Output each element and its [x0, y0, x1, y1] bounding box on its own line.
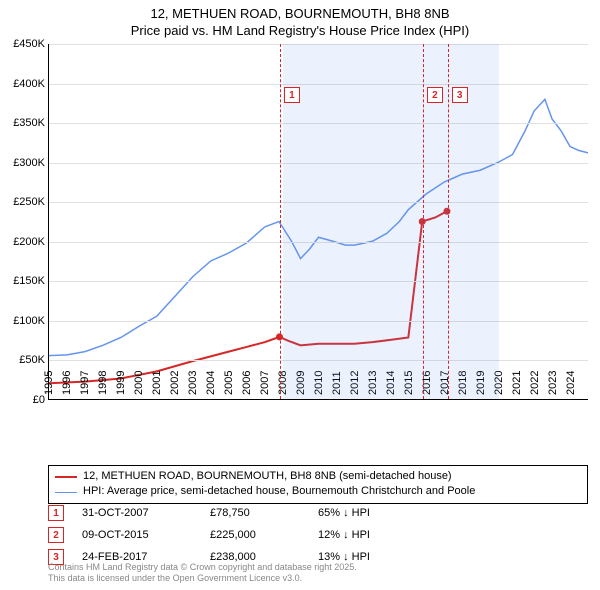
y-axis-label: £400K: [13, 78, 49, 90]
y-axis-label: £100K: [13, 315, 49, 327]
y-axis-label: £250K: [13, 196, 49, 208]
title-line-1: 12, METHUEN ROAD, BOURNEMOUTH, BH8 8NB: [0, 6, 600, 23]
legend: 12, METHUEN ROAD, BOURNEMOUTH, BH8 8NB (…: [48, 465, 588, 504]
legend-item: 12, METHUEN ROAD, BOURNEMOUTH, BH8 8NB (…: [55, 469, 581, 484]
y-axis-label: £450K: [13, 38, 49, 50]
event-vline: [423, 44, 424, 399]
event-date: 31-OCT-2007: [82, 507, 192, 519]
y-axis-label: £200K: [13, 236, 49, 248]
y-axis-label: £350K: [13, 117, 49, 129]
chart-area: £0£50K£100K£150K£200K£250K£300K£350K£400…: [48, 44, 588, 424]
footer-note: Contains HM Land Registry data © Crown c…: [48, 562, 357, 584]
title-line-2: Price paid vs. HM Land Registry's House …: [0, 23, 600, 40]
y-axis-label: £50K: [19, 354, 49, 366]
x-axis-label: 2002: [169, 371, 181, 399]
x-axis-label: 2023: [547, 371, 559, 399]
legend-swatch: [55, 492, 77, 493]
event-badge: 1: [48, 505, 64, 521]
x-axis-label: 1995: [43, 371, 55, 399]
x-axis-label: 2006: [241, 371, 253, 399]
footer-line-2: This data is licensed under the Open Gov…: [48, 573, 357, 584]
event-price: £225,000: [210, 529, 300, 541]
x-axis-label: 2003: [187, 371, 199, 399]
event-date: 09-OCT-2015: [82, 529, 192, 541]
x-axis-label: 2007: [259, 371, 271, 399]
event-badge: 3: [452, 87, 468, 103]
x-axis-label: 2001: [151, 371, 163, 399]
event-diff: 65% ↓ HPI: [318, 507, 428, 519]
x-axis-label: 1999: [115, 371, 127, 399]
event-price: £78,750: [210, 507, 300, 519]
event-badge: 1: [284, 87, 300, 103]
x-axis-label: 2004: [205, 371, 217, 399]
event-vline: [448, 44, 449, 399]
footer-line-1: Contains HM Land Registry data © Crown c…: [48, 562, 357, 573]
x-axis-label: 2021: [511, 371, 523, 399]
x-axis-label: 2005: [223, 371, 235, 399]
x-axis-label: 2022: [529, 371, 541, 399]
title-block: 12, METHUEN ROAD, BOURNEMOUTH, BH8 8NB P…: [0, 0, 600, 42]
legend-label: HPI: Average price, semi-detached house,…: [83, 484, 475, 499]
x-axis-label: 1998: [97, 371, 109, 399]
event-row: 2 09-OCT-2015 £225,000 12% ↓ HPI: [48, 524, 588, 546]
x-axis-label: 1997: [79, 371, 91, 399]
legend-item: HPI: Average price, semi-detached house,…: [55, 484, 581, 499]
event-row: 1 31-OCT-2007 £78,750 65% ↓ HPI: [48, 502, 588, 524]
event-diff: 12% ↓ HPI: [318, 529, 428, 541]
event-vline: [280, 44, 281, 399]
plot-region: £0£50K£100K£150K£200K£250K£300K£350K£400…: [48, 44, 588, 400]
x-axis-label: 1996: [61, 371, 73, 399]
y-axis-label: £300K: [13, 157, 49, 169]
legend-label: 12, METHUEN ROAD, BOURNEMOUTH, BH8 8NB (…: [83, 469, 452, 484]
event-badge: 2: [48, 527, 64, 543]
event-badge: 2: [427, 87, 443, 103]
x-axis-label: 2024: [565, 371, 577, 399]
chart-container: 12, METHUEN ROAD, BOURNEMOUTH, BH8 8NB P…: [0, 0, 600, 590]
y-axis-label: £150K: [13, 275, 49, 287]
events-table: 1 31-OCT-2007 £78,750 65% ↓ HPI 2 09-OCT-2015…: [48, 502, 588, 568]
legend-swatch: [55, 476, 77, 478]
x-axis-label: 2000: [133, 371, 145, 399]
